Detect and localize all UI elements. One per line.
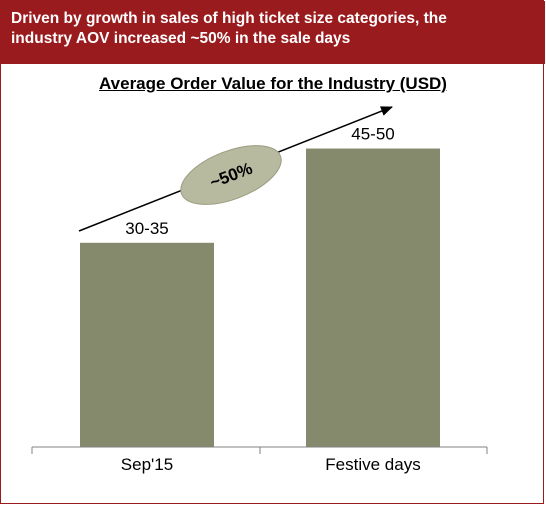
growth-badge xyxy=(180,145,282,205)
bar-1 xyxy=(80,242,214,447)
growth-annotation: ~50% xyxy=(180,145,282,205)
banner-line-1: Driven by growth in sales of high ticket… xyxy=(11,10,447,27)
bar-value-label: 45-50 xyxy=(351,125,394,144)
x-tick-label: Festive days xyxy=(325,455,420,474)
banner-line-2: industry AOV increased ~50% in the sale … xyxy=(11,30,351,47)
bar-2 xyxy=(306,148,440,447)
chart-title: Average Order Value for the Industry (US… xyxy=(99,74,447,93)
bar-value-label: 30-35 xyxy=(125,219,168,238)
x-tick-label: Sep'15 xyxy=(121,455,173,474)
header-banner: Driven by growth in sales of high ticket… xyxy=(1,1,545,64)
